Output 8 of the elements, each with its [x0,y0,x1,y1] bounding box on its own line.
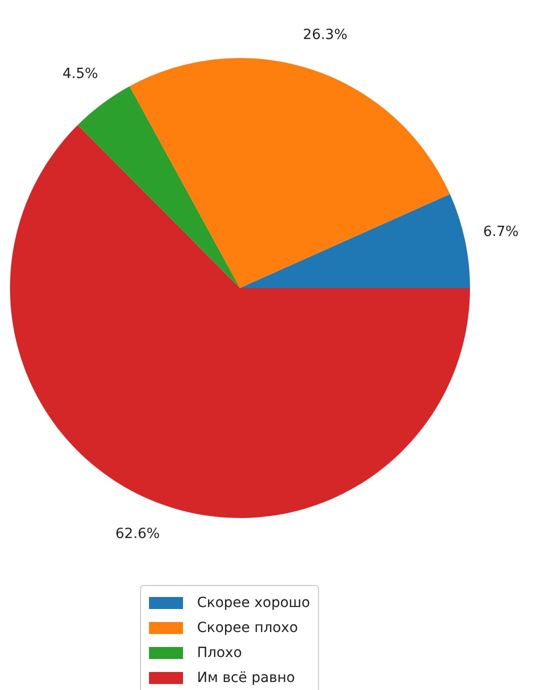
legend-label: Скорее хорошо [197,594,310,610]
data-label: 6.7% [483,224,519,240]
legend-label: Скорее плохо [197,620,298,636]
data-label: 26.3% [302,26,348,43]
legend-label: Им всё равно [197,670,295,686]
legend-label: Плохо [197,644,242,660]
data-label: 4.5% [62,66,98,82]
data-label: 62.6% [115,526,160,542]
